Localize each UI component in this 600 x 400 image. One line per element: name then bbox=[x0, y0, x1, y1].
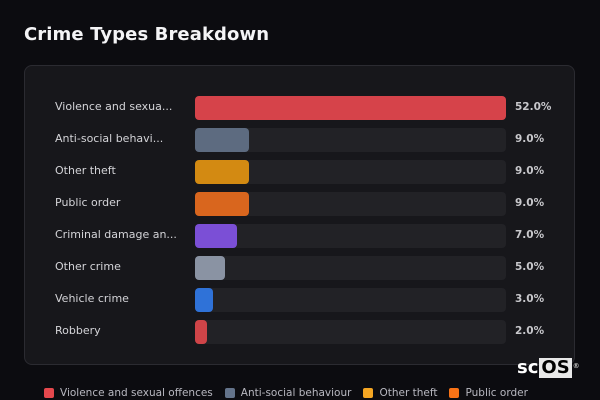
bar-track bbox=[195, 320, 506, 344]
chart-legend: Violence and sexual offences Anti-social … bbox=[44, 386, 540, 400]
bar-value: 52.0% bbox=[515, 101, 552, 113]
bar-fill[interactable] bbox=[195, 128, 249, 152]
bar-label: Other theft bbox=[55, 164, 116, 177]
bar-track bbox=[195, 96, 506, 120]
chart-card: Violence and sexua... 52.0% Anti-social be… bbox=[24, 65, 575, 365]
bar-fill[interactable] bbox=[195, 224, 237, 248]
bar-fill[interactable] bbox=[195, 96, 506, 120]
bar-label: Vehicle crime bbox=[55, 292, 129, 305]
bar-label: Criminal damage an... bbox=[55, 228, 177, 241]
legend-item[interactable]: Violence and sexual offences bbox=[44, 387, 213, 399]
bar-label: Public order bbox=[55, 196, 121, 209]
bar-row: Other crime 5.0% bbox=[25, 256, 574, 280]
bar-value: 9.0% bbox=[515, 133, 545, 145]
bar-track bbox=[195, 160, 506, 184]
bar-row: Vehicle crime 3.0% bbox=[25, 288, 574, 312]
bar-fill[interactable] bbox=[195, 160, 249, 184]
bar-track bbox=[195, 224, 506, 248]
bar-row: Other theft 9.0% bbox=[25, 160, 574, 184]
bar-value: 2.0% bbox=[515, 325, 545, 337]
bar-track bbox=[195, 192, 506, 216]
bar-value: 9.0% bbox=[515, 197, 545, 209]
bar-row: Anti-social behavi... 9.0% bbox=[25, 128, 574, 152]
bar-track bbox=[195, 288, 506, 312]
legend-label: Public order bbox=[465, 387, 528, 399]
logo-text-os: OS bbox=[539, 357, 572, 378]
legend-label: Other theft bbox=[379, 387, 438, 399]
bar-label: Other crime bbox=[55, 260, 121, 273]
legend-label: Anti-social behaviour bbox=[240, 387, 352, 399]
legend-label: Violence and sexual offences bbox=[60, 387, 213, 399]
bar-row: Violence and sexua... 52.0% bbox=[25, 96, 574, 120]
bar-track bbox=[195, 256, 506, 280]
legend-swatch bbox=[449, 388, 460, 398]
legend-swatch bbox=[44, 388, 54, 398]
bar-value: 3.0% bbox=[515, 293, 545, 305]
bar-fill[interactable] bbox=[195, 256, 225, 280]
bar-fill[interactable] bbox=[195, 320, 207, 344]
bar-value: 5.0% bbox=[515, 261, 545, 273]
legend-item[interactable]: Other theft bbox=[363, 387, 437, 399]
bar-fill[interactable] bbox=[195, 192, 249, 216]
legend-item[interactable]: Anti-social behaviour bbox=[224, 387, 352, 399]
logo-text-sc: sc bbox=[517, 357, 539, 378]
scos-logo: sc OS ® bbox=[517, 357, 580, 378]
bar-label: Violence and sexua... bbox=[55, 100, 173, 113]
registered-mark: ® bbox=[572, 362, 580, 370]
bar-fill[interactable] bbox=[195, 288, 213, 312]
bar-label: Robbery bbox=[55, 324, 101, 337]
legend-swatch bbox=[224, 388, 235, 398]
bar-value: 9.0% bbox=[515, 165, 545, 177]
bar-row: Criminal damage an... 7.0% bbox=[25, 224, 574, 248]
legend-swatch bbox=[363, 388, 374, 398]
bar-value: 7.0% bbox=[515, 229, 545, 241]
bar-row: Robbery 2.0% bbox=[25, 320, 574, 344]
legend-item[interactable]: Public order bbox=[449, 387, 528, 399]
chart-title: Crime Types Breakdown bbox=[24, 24, 270, 45]
bar-row: Public order 9.0% bbox=[25, 192, 574, 216]
bar-track bbox=[195, 128, 506, 152]
bar-label: Anti-social behavi... bbox=[55, 132, 164, 145]
